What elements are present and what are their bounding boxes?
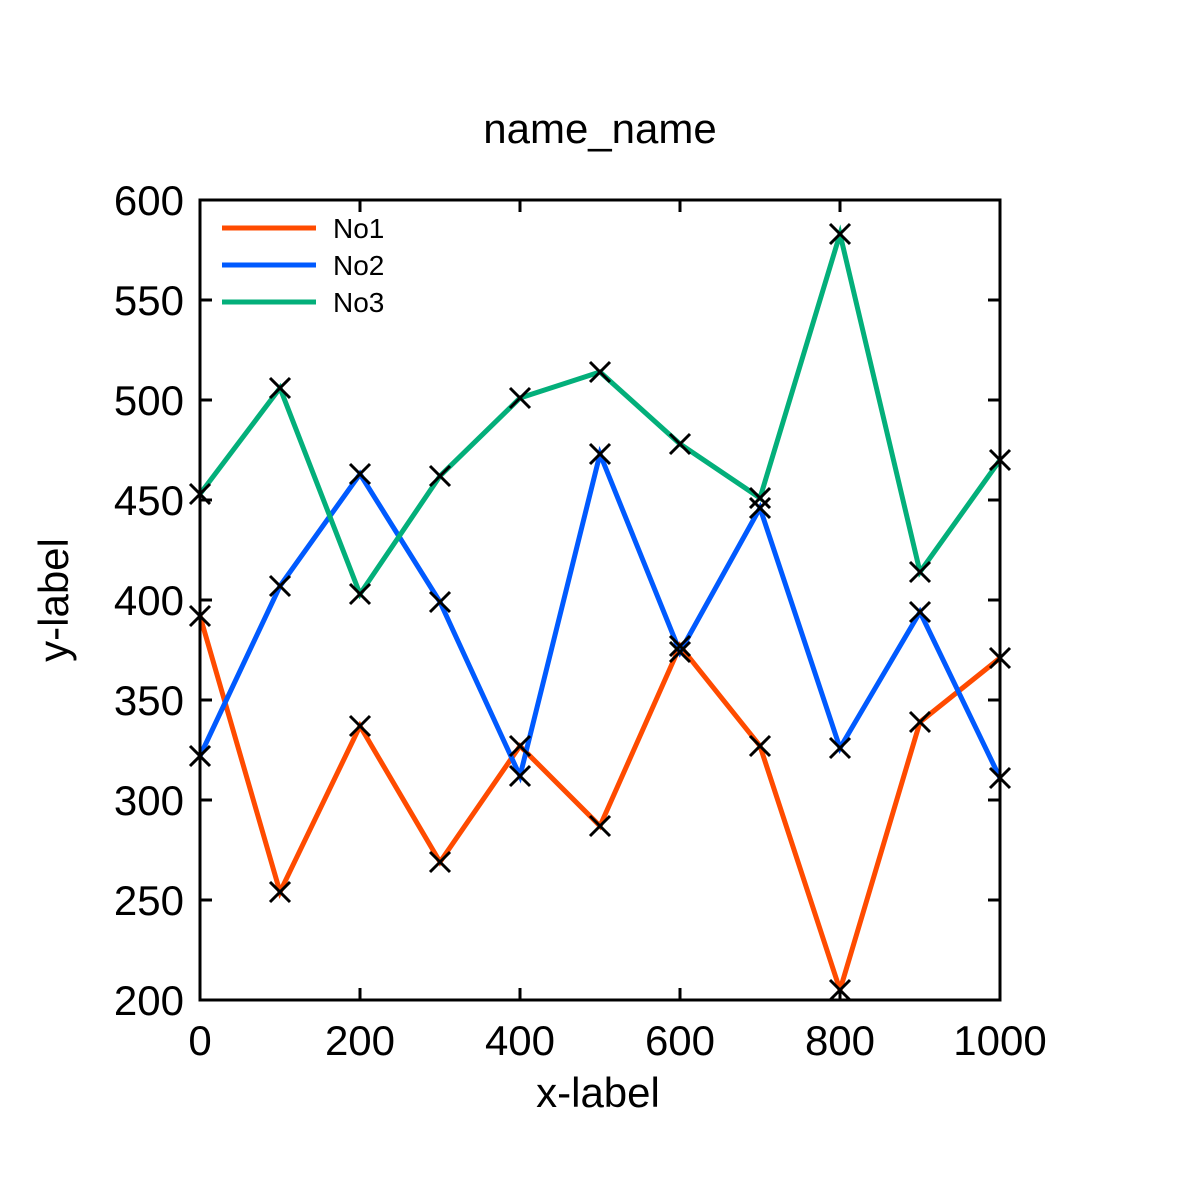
y-tick-label: 550 [114,277,184,324]
data-point-marker [428,590,452,614]
data-point-marker [908,600,932,624]
legend: No1 No2 No3 [222,213,384,318]
y-tick-label: 250 [114,877,184,924]
data-point-marker [428,850,452,874]
y-tick-label: 450 [114,477,184,524]
series-line-3 [198,224,1003,600]
data-point-marker [588,442,612,466]
x-tick-label: 600 [645,1017,715,1064]
legend-label-3: No3 [333,287,384,318]
data-point-marker [908,710,932,734]
data-point-marker [588,814,612,838]
data-point-marker [748,734,772,758]
y-tick-label: 400 [114,577,184,624]
legend-label-1: No1 [333,213,384,244]
data-point-marker [908,560,932,584]
data-point-marker [268,574,292,598]
series-line-2 [197,445,1003,784]
x-axis-label: x-label [536,1069,660,1116]
y-tick-label: 200 [114,977,184,1024]
x-tick-label: 200 [325,1017,395,1064]
data-point-marker [828,736,852,760]
data-point-marker [828,222,852,246]
series-line-1 [197,615,1002,999]
data-point-marker [268,376,292,400]
data-point-marker [748,486,772,510]
data-point-marker [508,764,532,788]
x-axis-ticks: 0 200 400 600 800 1000 [188,200,1047,1064]
data-point-marker [268,880,292,904]
data-point-marker [348,714,372,738]
chart-title: name_name [483,105,716,152]
data-point-marker [428,464,452,488]
y-tick-label: 500 [114,377,184,424]
data-point-marker [348,462,372,486]
data-point-marker [348,582,372,606]
data-point-marker [588,360,612,384]
x-tick-label: 1000 [953,1017,1046,1064]
data-point-marker [668,634,692,658]
x-tick-label: 400 [485,1017,555,1064]
plot-markers [188,222,1012,1002]
data-point-marker [668,640,692,664]
x-tick-label: 800 [805,1017,875,1064]
y-axis-label: y-label [30,538,77,662]
data-point-marker [508,734,532,758]
x-tick-label: 0 [188,1017,211,1064]
data-point-marker [508,386,532,410]
plot-frame [198,198,1002,1002]
y-tick-label: 350 [114,677,184,724]
data-point-marker [668,432,692,456]
legend-label-2: No2 [333,250,384,281]
plot-lines [197,224,1003,999]
y-tick-label: 600 [114,177,184,224]
data-point-marker [748,496,772,520]
y-tick-label: 300 [114,777,184,824]
y-axis-ticks: 200 250 300 350 400 450 500 550 600 [114,177,1000,1024]
